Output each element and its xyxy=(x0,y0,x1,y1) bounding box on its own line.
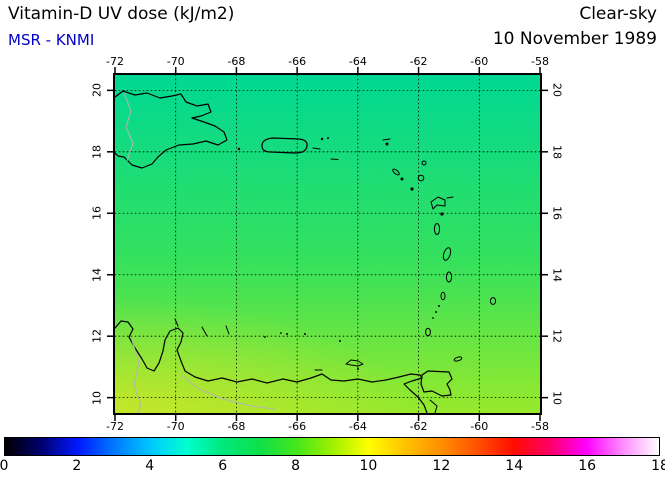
colorbar-tick-label: 8 xyxy=(291,458,301,474)
puerto-rico-coastline xyxy=(261,137,308,154)
colorbar-tick-label: 10 xyxy=(359,458,378,474)
source-label: MSR - KNMI xyxy=(8,31,95,49)
lat-lon-grid xyxy=(115,75,540,413)
colorbar-tick-label: 12 xyxy=(432,458,451,474)
lesser-antilles-islands xyxy=(237,137,497,362)
south-america-coastline xyxy=(115,320,428,413)
colombia-venezuela-border xyxy=(130,336,142,413)
lat-tick-label-left: 10 xyxy=(90,390,104,405)
lon-tick-label-top: -70 xyxy=(166,55,185,68)
lon-tick-label-top: -68 xyxy=(227,55,246,68)
lat-tick-label-left: 14 xyxy=(90,267,104,282)
lat-tick-label-left: 12 xyxy=(90,329,104,344)
colorbar-tick-label: 6 xyxy=(218,458,228,474)
lat-tick-label-right: 20 xyxy=(550,83,564,98)
colorbar-tick-label: 18 xyxy=(651,458,665,474)
lat-tick-label-left: 18 xyxy=(90,144,104,159)
lon-tick-label-top: -60 xyxy=(470,55,489,68)
lon-tick-label-top: -72 xyxy=(106,55,124,68)
venezuelan-islands xyxy=(174,318,364,371)
lon-tick-label-bottom: -64 xyxy=(348,420,367,433)
lat-tick-label-left: 16 xyxy=(90,206,104,221)
lon-tick-label-bottom: -62 xyxy=(409,420,428,433)
lon-tick-label-top: -62 xyxy=(409,55,428,68)
lat-tick-label-left: 20 xyxy=(90,83,104,98)
lon-tick-label-bottom: -58 xyxy=(531,420,549,433)
colorbar-tick-label: 0 xyxy=(0,458,9,474)
hispaniola-coastline xyxy=(115,90,228,169)
lon-tick-label-bottom: -72 xyxy=(106,420,124,433)
lon-tick-label-top: -64 xyxy=(348,55,367,68)
trinidad-coastline xyxy=(420,370,453,397)
lon-tick-label-bottom: -60 xyxy=(470,420,489,433)
lon-tick-label-bottom: -66 xyxy=(288,420,307,433)
lat-tick-label-right: 16 xyxy=(550,206,564,221)
colorbar-tick-label: 2 xyxy=(72,458,82,474)
lon-tick-label-top: -66 xyxy=(288,55,307,68)
colorbar-tick-label: 14 xyxy=(505,458,524,474)
orinoco-delta xyxy=(429,399,438,413)
haiti-dr-border xyxy=(123,92,134,162)
date-label: 10 November 1989 xyxy=(492,29,657,49)
page-title: Vitamin-D UV dose (kJ/m2) xyxy=(8,4,235,24)
lat-tick-label-right: 18 xyxy=(550,144,564,159)
map-plot-area xyxy=(113,73,542,415)
lat-tick-label-right: 14 xyxy=(550,267,564,282)
colorbar-tick-label: 16 xyxy=(578,458,597,474)
lat-tick-label-right: 10 xyxy=(550,390,564,405)
colorbar-tick-label: 4 xyxy=(145,458,155,474)
sky-condition-label: Clear-sky xyxy=(579,4,657,24)
coastlines-overlay xyxy=(115,90,497,413)
inland-border-line xyxy=(180,374,276,410)
lat-tick-label-right: 12 xyxy=(550,329,564,344)
lon-tick-label-bottom: -68 xyxy=(227,420,246,433)
lon-tick-label-bottom: -70 xyxy=(166,420,185,433)
colorbar xyxy=(4,437,660,456)
lon-tick-label-top: -58 xyxy=(531,55,549,68)
